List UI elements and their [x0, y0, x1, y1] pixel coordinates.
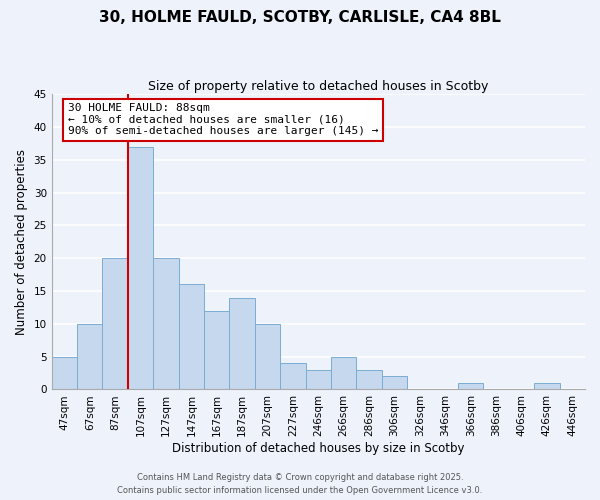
Bar	[305, 370, 331, 390]
Text: 30, HOLME FAULD, SCOTBY, CARLISLE, CA4 8BL: 30, HOLME FAULD, SCOTBY, CARLISLE, CA4 8…	[99, 10, 501, 25]
Bar	[153, 258, 179, 390]
Bar	[331, 356, 356, 390]
Bar	[128, 146, 153, 390]
Bar	[356, 370, 382, 390]
Bar	[458, 383, 484, 390]
Y-axis label: Number of detached properties: Number of detached properties	[15, 149, 28, 335]
Bar	[179, 284, 204, 390]
X-axis label: Distribution of detached houses by size in Scotby: Distribution of detached houses by size …	[172, 442, 464, 455]
Bar	[204, 310, 229, 390]
Bar	[229, 298, 255, 390]
Text: 30 HOLME FAULD: 88sqm
← 10% of detached houses are smaller (16)
90% of semi-deta: 30 HOLME FAULD: 88sqm ← 10% of detached …	[68, 103, 378, 136]
Text: Contains HM Land Registry data © Crown copyright and database right 2025.
Contai: Contains HM Land Registry data © Crown c…	[118, 474, 482, 495]
Bar	[382, 376, 407, 390]
Bar	[52, 356, 77, 390]
Bar	[103, 258, 128, 390]
Bar	[534, 383, 560, 390]
Bar	[77, 324, 103, 390]
Bar	[280, 363, 305, 390]
Bar	[255, 324, 280, 390]
Title: Size of property relative to detached houses in Scotby: Size of property relative to detached ho…	[148, 80, 488, 93]
